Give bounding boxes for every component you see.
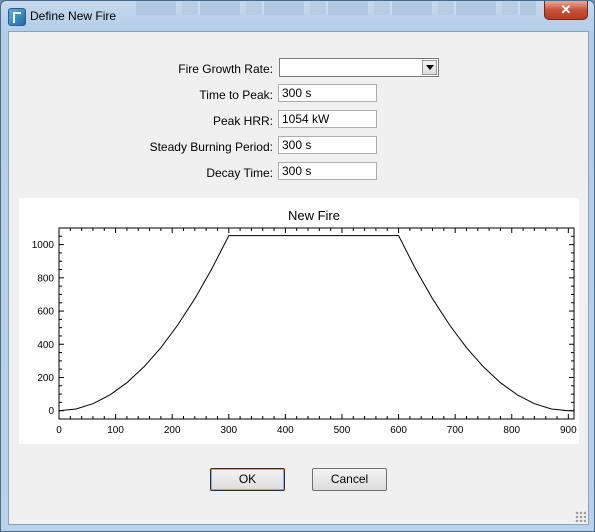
app-icon <box>8 8 26 26</box>
y-tick-label: 1000 <box>32 240 55 251</box>
fire-growth-rate-label: Fire Growth Rate: <box>178 62 273 76</box>
peak-hrr-input[interactable] <box>278 110 377 128</box>
close-button[interactable]: ✕ <box>544 1 588 20</box>
x-tick-label: 800 <box>503 425 520 436</box>
y-tick-label: 400 <box>37 340 54 351</box>
plot-frame <box>58 227 575 420</box>
fire-curve-chart: New Fire 0 100 200 300 400 500 600 700 800 900 0 20… <box>19 198 579 444</box>
steady-burning-period-label: Steady Burning Period: <box>149 140 273 154</box>
x-tick-label: 500 <box>334 425 351 436</box>
ok-button[interactable]: OK <box>210 468 285 491</box>
x-tick-label: 100 <box>107 425 124 436</box>
title-bar[interactable]: Define New Fire ✕ <box>1 1 594 31</box>
x-tick-label: 200 <box>164 425 181 436</box>
x-tick-label: 300 <box>220 425 237 436</box>
y-tick-label: 200 <box>37 373 54 384</box>
time-to-peak-label: Time to Peak: <box>199 88 273 102</box>
y-tick-label: 800 <box>37 273 54 284</box>
y-tick-label: 0 <box>48 406 54 417</box>
background-blur <box>136 1 536 15</box>
chevron-down-icon[interactable] <box>422 60 437 75</box>
cancel-button[interactable]: Cancel <box>312 468 387 491</box>
x-tick-label: 900 <box>560 425 577 436</box>
window-title: Define New Fire <box>30 9 117 23</box>
decay-time-label: Decay Time: <box>206 166 273 180</box>
chart-svg: New Fire 0 100 200 300 400 500 600 700 800 900 0 20… <box>32 208 577 436</box>
resize-grip-icon[interactable] <box>575 511 586 522</box>
x-tick-label: 400 <box>277 425 294 436</box>
time-to-peak-input[interactable] <box>278 84 377 102</box>
chart-title: New Fire <box>288 208 340 223</box>
y-tick-label: 600 <box>37 307 54 318</box>
decay-time-input[interactable] <box>278 162 377 180</box>
tick-layer: 0 100 200 300 400 500 600 700 800 900 0 200 400 600 80… <box>32 228 577 436</box>
series-line <box>58 235 574 412</box>
peak-hrr-label: Peak HRR: <box>212 114 273 128</box>
x-tick-label: 700 <box>447 425 464 436</box>
steady-burning-period-input[interactable] <box>278 136 377 154</box>
x-tick-label: 0 <box>56 425 62 436</box>
dialog-client: Fire Growth Rate: Time to Peak: Peak HRR… <box>8 31 589 525</box>
x-tick-label: 600 <box>390 425 407 436</box>
fire-growth-rate-select[interactable] <box>279 58 439 77</box>
